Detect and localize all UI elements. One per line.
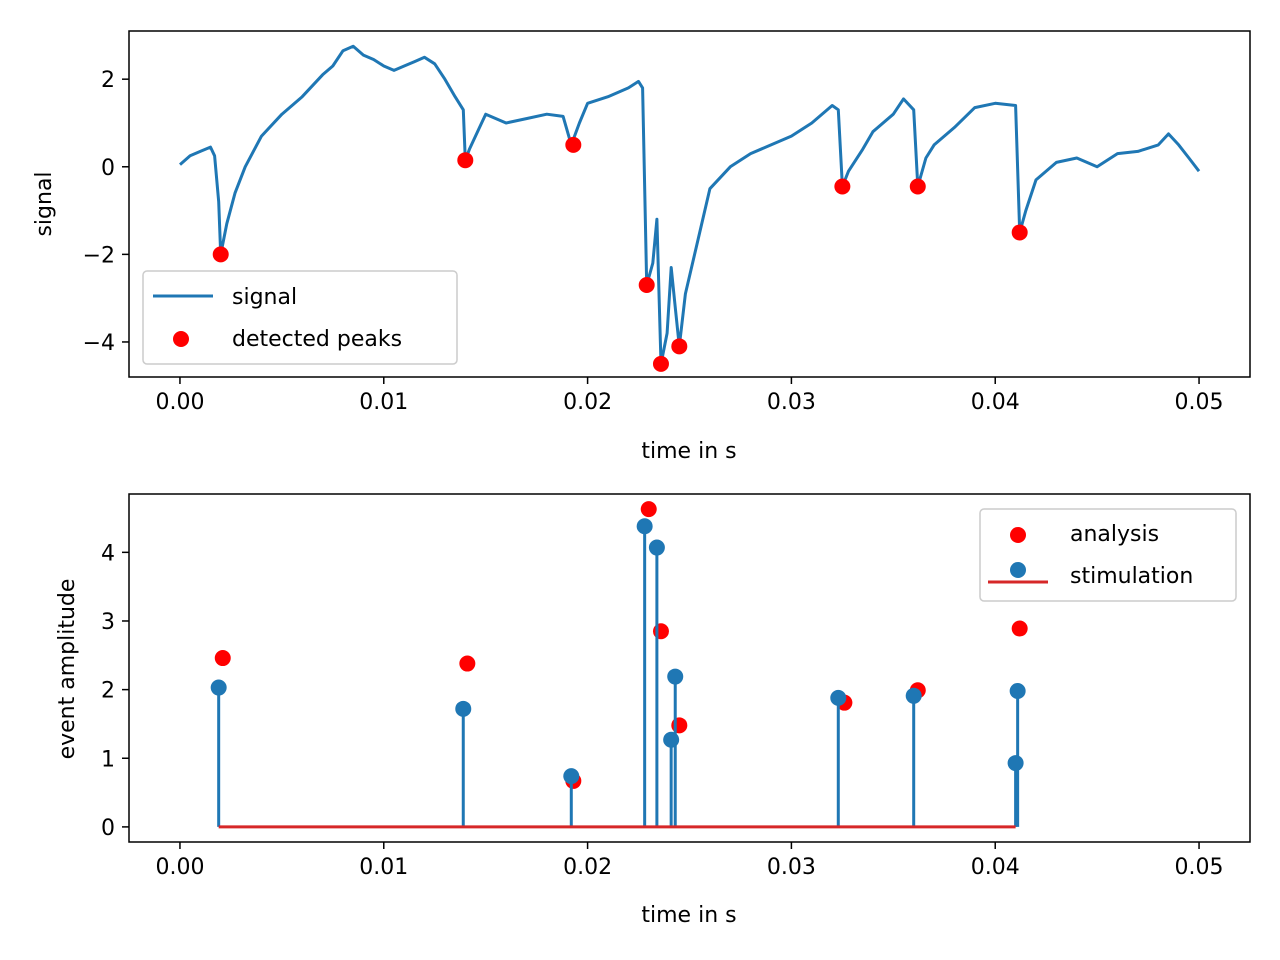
event-amplitude-plot-legend: analysis stimulation <box>979 508 1237 602</box>
signal-plot-xtick-label: 0.04 <box>971 390 1020 415</box>
signal-plot-ticks: 0.00 0.01 0.02 0.03 0.04 0.05 2 0 −2 −4 <box>83 68 1224 415</box>
signal-plot-ylabel: signal <box>32 171 57 236</box>
event-amplitude-plot-xtick-label: 0.00 <box>155 855 204 880</box>
legend-detected-peaks-marker <box>173 331 189 347</box>
signal-plot-area <box>179 44 1201 372</box>
event-amplitude-plot-xtick-label: 0.03 <box>767 855 816 880</box>
event-amplitude-plot-area <box>210 501 1028 829</box>
event-amplitude-plot-ytick-label: 0 <box>101 816 115 841</box>
legend-analysis-label: analysis <box>1070 522 1159 547</box>
signal-plot-xlabel: time in s <box>641 439 736 464</box>
detected-peak-point <box>212 246 229 263</box>
stimulation-marker <box>663 731 680 748</box>
event-amplitude-plot-ylabel: event amplitude <box>55 579 80 760</box>
event-amplitude-plot-xtick-label: 0.05 <box>1175 855 1224 880</box>
analysis-point <box>214 650 231 667</box>
analysis-point <box>459 655 476 672</box>
detected-peak-point <box>909 178 926 195</box>
signal-line <box>179 44 1201 366</box>
event-amplitude-plot-ytick-label: 2 <box>101 679 115 704</box>
event-amplitude-plot-ytick-label: 3 <box>101 610 115 635</box>
stimulation-marker <box>905 687 922 704</box>
signal-plot-xtick-label: 0.03 <box>767 390 816 415</box>
detected-peak-point <box>1011 224 1028 241</box>
legend-signal-label: signal <box>232 285 297 310</box>
analysis-point <box>671 717 688 734</box>
stimulation-marker <box>636 518 653 535</box>
detected-peak-point <box>652 355 669 372</box>
signal-plot-ytick-label: 2 <box>101 68 115 93</box>
stimulation-marker <box>667 668 684 685</box>
detected-peak-point <box>565 136 582 153</box>
analysis-point <box>640 501 657 518</box>
signal-plot-xtick-label: 0.05 <box>1175 390 1224 415</box>
analysis-point <box>1011 620 1028 637</box>
signal-plot-xtick-label: 0.02 <box>563 390 612 415</box>
signal-plot-frame <box>128 30 1251 378</box>
detected-peak-point <box>834 178 851 195</box>
stimulation-marker <box>1009 682 1026 699</box>
detected-peak-point <box>457 152 474 169</box>
signal-plot-legend-box <box>142 270 458 365</box>
signal-plot-xtick-label: 0.01 <box>359 390 408 415</box>
signal-plot-ytick-label: −2 <box>83 243 115 268</box>
signal-plot-ytick-label: 0 <box>101 156 115 181</box>
signal-plot-legend: signal detected peaks <box>142 270 458 365</box>
legend-stimulation-label: stimulation <box>1070 564 1193 589</box>
event-amplitude-plot-xtick-label: 0.04 <box>971 855 1020 880</box>
stimulation-marker <box>1007 755 1024 772</box>
event-amplitude-plot-ticks: 0.00 0.01 0.02 0.03 0.04 0.05 0 1 2 3 4 <box>101 541 1224 880</box>
event-amplitude-plot-xtick-label: 0.01 <box>359 855 408 880</box>
event-amplitude-plot-ytick-label: 4 <box>101 541 115 566</box>
detected-peak-point <box>671 338 688 355</box>
stimulation-marker <box>563 768 580 785</box>
signal-plot-xtick-label: 0.00 <box>155 390 204 415</box>
legend-stimulation-marker <box>1010 562 1026 578</box>
event-amplitude-plot-ytick-label: 1 <box>101 747 115 772</box>
event-amplitude-plot-frame <box>128 493 1251 843</box>
legend-analysis-marker <box>1010 527 1026 543</box>
event-amplitude-plot-xlabel: time in s <box>641 903 736 928</box>
detected-peak-point <box>638 277 655 294</box>
stimulation-marker <box>830 689 847 706</box>
event-amplitude-plot-legend-box <box>979 508 1237 602</box>
stimulation-marker <box>210 679 227 696</box>
legend-detected-peaks-label: detected peaks <box>232 327 402 352</box>
stimulation-marker <box>648 539 665 556</box>
signal-plot-ytick-label: −4 <box>83 331 115 356</box>
analysis-point <box>652 623 669 640</box>
signal-plot: 0.00 0.01 0.02 0.03 0.04 0.05 2 0 −2 −4 time in s… <box>32 30 1251 464</box>
event-amplitude-plot-xtick-label: 0.02 <box>563 855 612 880</box>
stimulation-marker <box>455 700 472 717</box>
